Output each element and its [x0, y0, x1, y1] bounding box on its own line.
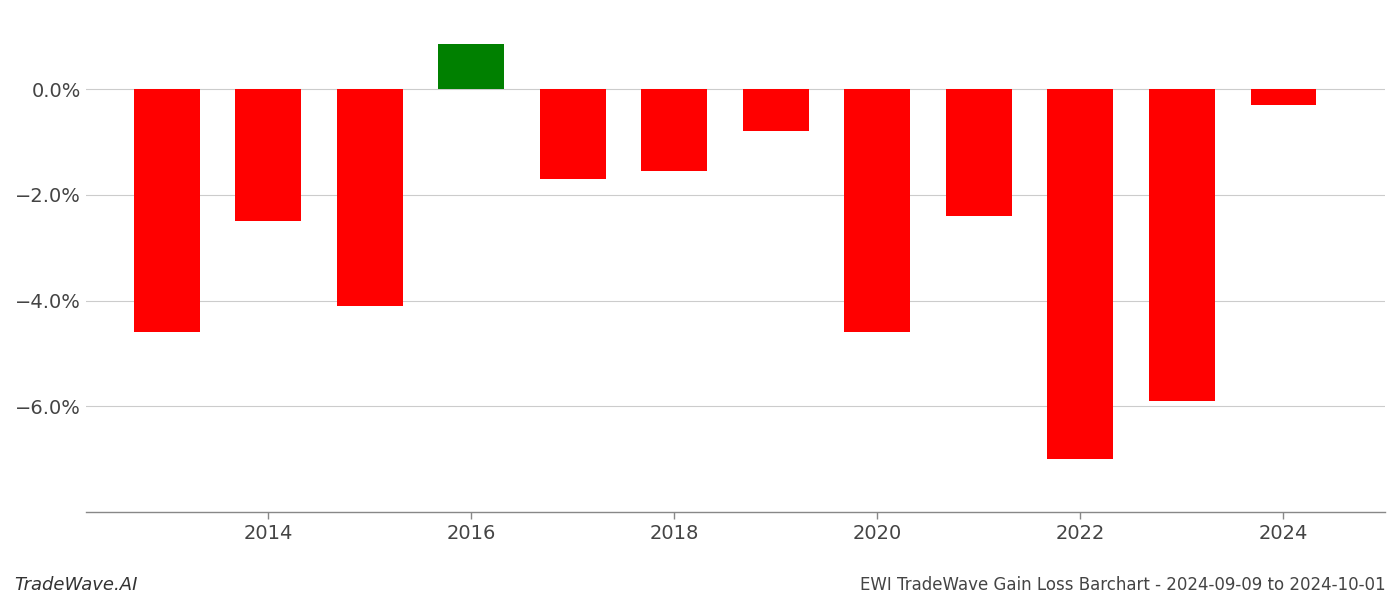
Bar — [235, 89, 301, 221]
Bar — [1047, 89, 1113, 460]
Bar — [743, 89, 809, 131]
Bar — [337, 89, 403, 306]
Text: TradeWave.AI: TradeWave.AI — [14, 576, 137, 594]
Text: EWI TradeWave Gain Loss Barchart - 2024-09-09 to 2024-10-01: EWI TradeWave Gain Loss Barchart - 2024-… — [861, 576, 1386, 594]
Bar — [641, 89, 707, 171]
Bar — [438, 44, 504, 89]
Bar — [1149, 89, 1215, 401]
Bar — [844, 89, 910, 332]
Bar — [1250, 89, 1316, 105]
Bar — [946, 89, 1012, 216]
Bar — [540, 89, 606, 179]
Bar — [134, 89, 200, 332]
